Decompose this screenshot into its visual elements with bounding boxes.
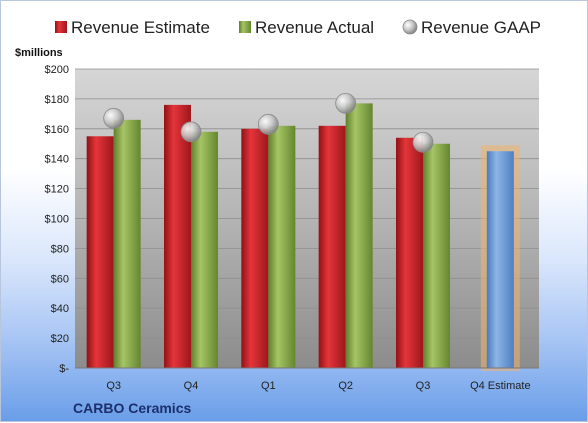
legend-label-revenue-gaap: Revenue GAAP: [421, 18, 541, 37]
bar-revenue-actual: [423, 143, 450, 368]
x-category-label: Q2: [338, 380, 353, 392]
bar-revenue-estimate: [241, 128, 269, 368]
y-tick-label: $180: [45, 94, 69, 106]
marker-revenue-gaap: [412, 131, 434, 153]
x-axis-categories: Q3 Q4 Q1 Q2 Q3 Q4 Estimate: [75, 367, 539, 392]
gridlines: [75, 68, 539, 369]
legend-swatch-revenue-actual: [239, 21, 251, 33]
bar-revenue-estimate: [396, 137, 423, 368]
y-tick-label: $140: [45, 154, 69, 166]
company-name: CARBO Ceramics: [73, 400, 191, 416]
bar-revenue-actual: [191, 131, 218, 368]
y-tick-label: $100: [45, 214, 69, 226]
y-tick-label: $160: [45, 124, 69, 136]
y-axis-unit-label: $millions: [15, 47, 63, 59]
gaap-markers: [103, 92, 434, 153]
y-axis-ticks: $- $20 $40 $60 $80 $100 $120 $140 $160 $180 $200: [45, 64, 70, 375]
x-category-label: Q1: [261, 380, 276, 392]
x-category-label: Q4 Estimate: [470, 380, 531, 392]
y-tick-label: $40: [51, 303, 69, 315]
legend-label-revenue-actual: Revenue Actual: [255, 18, 374, 37]
y-tick-label: $60: [51, 273, 69, 285]
y-tick-label: $20: [51, 333, 69, 345]
x-category-label: Q3: [416, 380, 431, 392]
x-category-label: Q4: [184, 380, 199, 392]
bar-revenue-estimate: [318, 125, 346, 368]
bar-revenue-actual: [345, 103, 373, 368]
y-tick-label: $-: [59, 363, 69, 375]
bar-q4-estimate: [486, 151, 514, 368]
marker-revenue-gaap: [335, 92, 357, 114]
bars: [86, 103, 520, 371]
marker-revenue-gaap: [257, 113, 279, 135]
x-category-label: Q3: [106, 380, 121, 392]
y-tick-label: $80: [51, 243, 69, 255]
y-tick-label: $120: [45, 184, 69, 196]
legend-swatch-revenue-estimate: [55, 21, 67, 33]
marker-revenue-gaap: [103, 107, 125, 129]
legend-marker-revenue-gaap: [402, 19, 418, 35]
bar-revenue-actual: [268, 125, 296, 368]
legend: Revenue Estimate Revenue Actual Revenue …: [55, 18, 541, 37]
legend-label-revenue-estimate: Revenue Estimate: [71, 18, 210, 37]
bar-revenue-estimate: [86, 136, 114, 368]
bar-revenue-estimate: [164, 104, 191, 368]
marker-revenue-gaap: [180, 121, 202, 143]
y-tick-label: $200: [45, 64, 69, 76]
bar-revenue-actual: [113, 119, 141, 368]
